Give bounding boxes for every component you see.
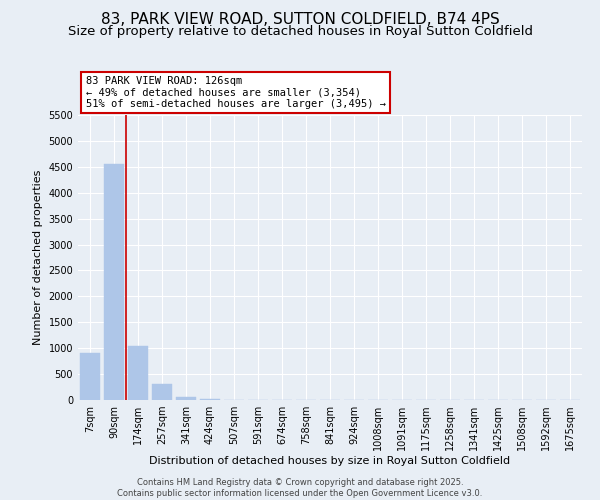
Bar: [176, 397, 196, 400]
Bar: [104, 164, 124, 400]
Text: 83 PARK VIEW ROAD: 126sqm
← 49% of detached houses are smaller (3,354)
51% of se: 83 PARK VIEW ROAD: 126sqm ← 49% of detac…: [86, 76, 386, 110]
Bar: [152, 384, 172, 400]
Text: 83, PARK VIEW ROAD, SUTTON COLDFIELD, B74 4PS: 83, PARK VIEW ROAD, SUTTON COLDFIELD, B7…: [101, 12, 499, 28]
Text: Size of property relative to detached houses in Royal Sutton Coldfield: Size of property relative to detached ho…: [67, 25, 533, 38]
Bar: [80, 354, 100, 400]
Y-axis label: Number of detached properties: Number of detached properties: [33, 170, 43, 345]
X-axis label: Distribution of detached houses by size in Royal Sutton Coldfield: Distribution of detached houses by size …: [149, 456, 511, 466]
Text: Contains HM Land Registry data © Crown copyright and database right 2025.
Contai: Contains HM Land Registry data © Crown c…: [118, 478, 482, 498]
Bar: [128, 346, 148, 400]
